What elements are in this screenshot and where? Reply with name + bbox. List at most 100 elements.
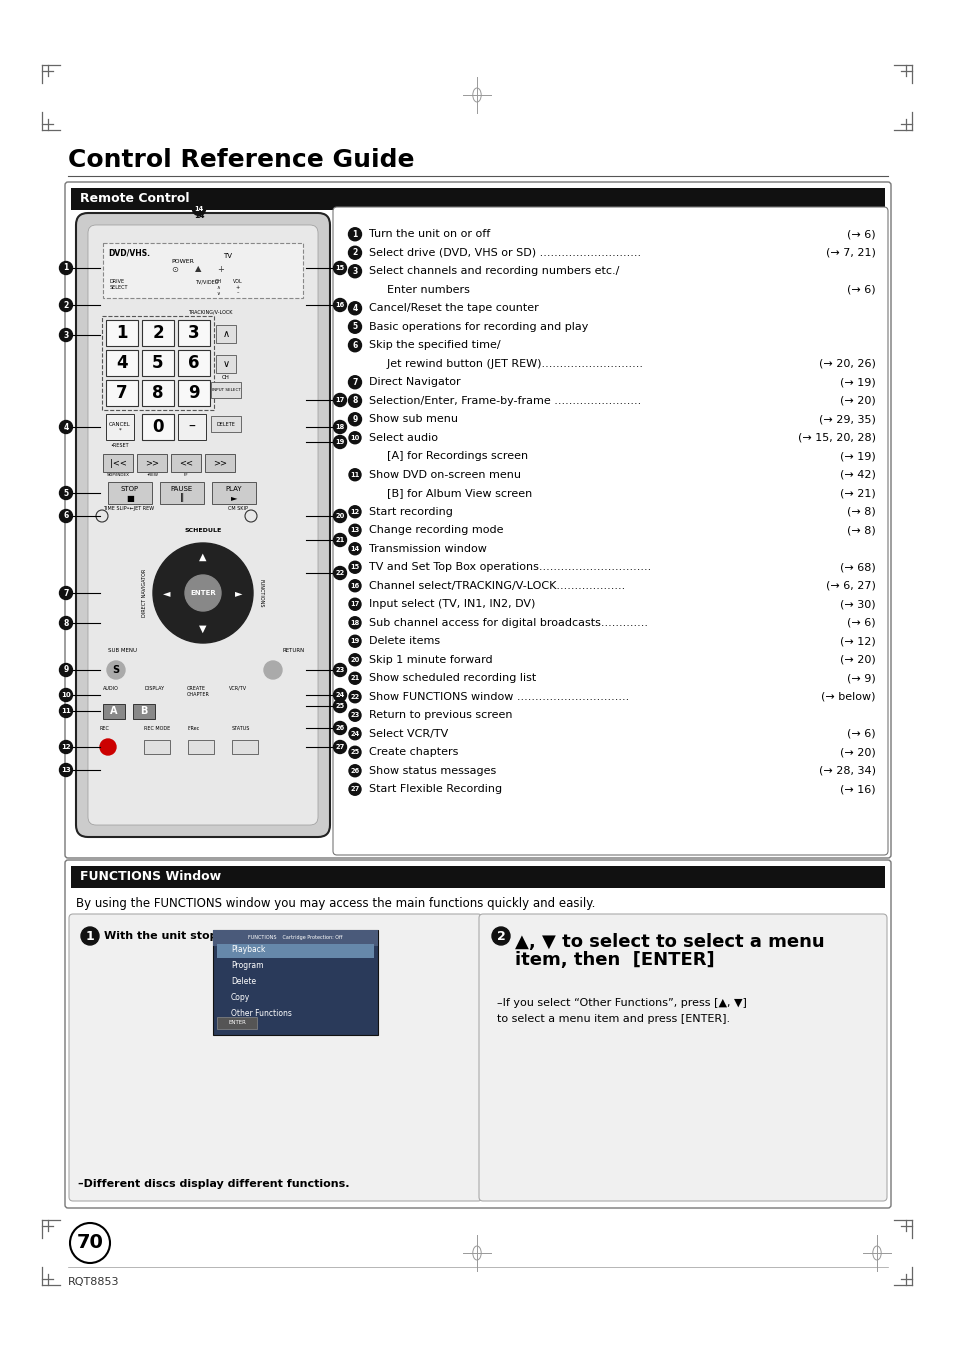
Text: 25: 25 — [335, 703, 344, 709]
Circle shape — [100, 739, 116, 755]
Circle shape — [349, 784, 360, 796]
Text: –If you select “Other Functions”, press [▲, ▼]: –If you select “Other Functions”, press … — [497, 998, 746, 1008]
Circle shape — [334, 299, 346, 312]
Text: Start recording: Start recording — [369, 507, 453, 516]
Text: RQT8853: RQT8853 — [68, 1277, 119, 1288]
Text: (→ 20): (→ 20) — [840, 747, 875, 758]
Text: 1: 1 — [116, 324, 128, 342]
Circle shape — [264, 661, 282, 680]
Text: Cancel/Reset the tape counter: Cancel/Reset the tape counter — [369, 303, 538, 313]
Text: (→ 42): (→ 42) — [840, 470, 875, 480]
Text: Change recording mode: Change recording mode — [369, 526, 503, 535]
Text: SKIP/INDEX: SKIP/INDEX — [107, 473, 130, 477]
Circle shape — [193, 203, 205, 216]
Text: Show sub menu: Show sub menu — [369, 415, 457, 424]
Circle shape — [59, 420, 72, 434]
Circle shape — [334, 393, 346, 407]
Text: 11: 11 — [61, 708, 71, 713]
Text: >>: >> — [213, 458, 227, 467]
Text: 10: 10 — [350, 435, 359, 440]
Text: REC MODE: REC MODE — [144, 725, 170, 731]
Text: 13: 13 — [350, 527, 359, 534]
Circle shape — [59, 586, 72, 600]
Text: B: B — [140, 707, 148, 716]
Text: CH
∧
∨: CH ∧ ∨ — [214, 280, 221, 296]
FancyBboxPatch shape — [478, 915, 886, 1201]
Bar — [178, 350, 210, 376]
Text: |<<: |<< — [110, 458, 127, 467]
Bar — [106, 320, 138, 346]
Text: Delete: Delete — [231, 978, 255, 986]
Text: 5: 5 — [63, 489, 69, 497]
Text: 27: 27 — [335, 744, 344, 750]
Text: (→ 20): (→ 20) — [840, 396, 875, 405]
Bar — [215, 326, 235, 343]
Text: STATUS: STATUS — [232, 725, 250, 731]
Text: (→ 20, 26): (→ 20, 26) — [819, 359, 875, 369]
Text: 15: 15 — [350, 565, 359, 570]
FancyBboxPatch shape — [65, 861, 890, 1208]
Text: (→ 6): (→ 6) — [846, 230, 875, 239]
Text: 8: 8 — [152, 384, 164, 403]
Text: 26: 26 — [350, 767, 359, 774]
Text: (→ 6): (→ 6) — [846, 285, 875, 295]
Circle shape — [59, 704, 72, 717]
Text: Jet rewind button (JET REW)............................: Jet rewind button (JET REW).............… — [373, 359, 642, 369]
Text: 2: 2 — [63, 300, 69, 309]
Text: (→ 6): (→ 6) — [846, 728, 875, 739]
Text: 20: 20 — [335, 513, 344, 519]
Text: (→ 20): (→ 20) — [840, 655, 875, 665]
Circle shape — [107, 661, 125, 680]
Bar — [71, 866, 884, 888]
Circle shape — [59, 663, 72, 677]
FancyBboxPatch shape — [76, 213, 330, 838]
Circle shape — [349, 561, 360, 573]
Circle shape — [348, 394, 361, 407]
Text: RETURN: RETURN — [283, 648, 305, 653]
FancyBboxPatch shape — [65, 182, 890, 858]
Text: PLAY: PLAY — [226, 486, 242, 492]
Text: SUB MENU: SUB MENU — [108, 648, 137, 653]
Bar — [216, 944, 374, 958]
Circle shape — [349, 505, 360, 517]
Text: 24: 24 — [350, 731, 359, 736]
Text: 14: 14 — [194, 205, 203, 212]
Text: 70: 70 — [76, 1233, 103, 1252]
Text: CM SKIP: CM SKIP — [228, 507, 248, 511]
Circle shape — [349, 598, 360, 611]
Text: Turn the unit on or off: Turn the unit on or off — [369, 230, 490, 239]
Text: Select channels and recording numbers etc./: Select channels and recording numbers et… — [369, 266, 618, 276]
Text: 15: 15 — [335, 265, 344, 272]
Bar — [106, 413, 133, 440]
Text: (→ 68): (→ 68) — [840, 562, 875, 573]
Bar — [137, 454, 167, 471]
Text: –Different discs display different functions.: –Different discs display different funct… — [78, 1179, 349, 1189]
Circle shape — [334, 566, 346, 580]
Text: [B] for Album View screen: [B] for Album View screen — [373, 488, 532, 499]
Text: Enter numbers: Enter numbers — [373, 285, 470, 295]
Circle shape — [59, 486, 72, 500]
Text: 22: 22 — [350, 694, 359, 700]
Circle shape — [348, 339, 361, 351]
Text: (→ 9): (→ 9) — [846, 673, 875, 684]
Text: (→ 19): (→ 19) — [840, 451, 875, 461]
Text: ENTER: ENTER — [190, 590, 215, 596]
Text: 8: 8 — [352, 396, 357, 405]
Bar — [108, 482, 152, 504]
Text: ∨: ∨ — [222, 359, 230, 369]
Bar — [178, 413, 206, 440]
Text: 24: 24 — [335, 692, 344, 698]
Text: CANCEL
*: CANCEL * — [109, 422, 131, 432]
Text: 2: 2 — [497, 929, 505, 943]
Bar — [188, 740, 213, 754]
Text: 5: 5 — [152, 354, 164, 372]
Bar — [144, 740, 170, 754]
Text: ◄: ◄ — [163, 588, 171, 598]
Circle shape — [334, 689, 346, 701]
Text: VOL
+
–: VOL + – — [233, 280, 243, 296]
Text: 3: 3 — [63, 331, 69, 339]
Text: 19: 19 — [335, 439, 344, 444]
Circle shape — [349, 543, 360, 555]
Text: Other Functions: Other Functions — [231, 1009, 292, 1019]
Text: Playback: Playback — [231, 946, 265, 955]
